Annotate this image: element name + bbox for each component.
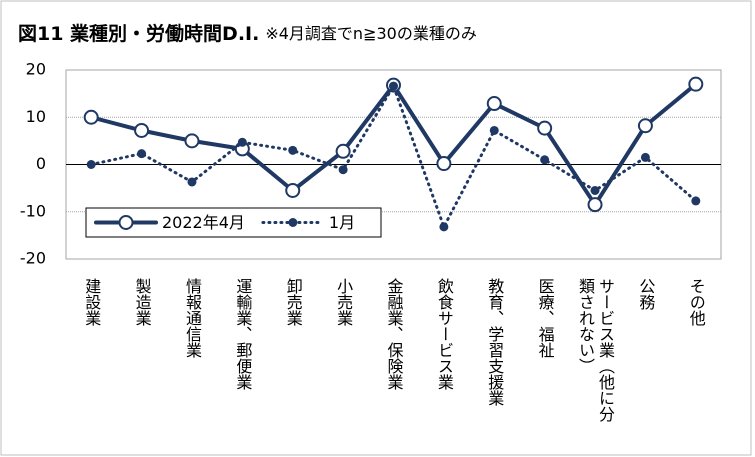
x-tick-label: 教育、学習支援業 — [485, 278, 505, 406]
point — [389, 81, 398, 91]
x-tick-label: 医療、福祉 — [535, 278, 555, 358]
point — [137, 149, 147, 159]
point — [134, 122, 150, 138]
point — [691, 196, 701, 206]
legend-label: 2022年4月 — [162, 213, 245, 232]
x-tick-label: 運輸業、郵便業 — [233, 278, 253, 390]
point — [637, 118, 653, 134]
x-tick-label: 情報通信業 — [182, 278, 202, 358]
x-tick-label: 金融業、保険業 — [384, 278, 404, 390]
point — [540, 155, 550, 165]
point — [486, 96, 502, 112]
series-line — [89, 84, 698, 229]
legend-label: 1月 — [329, 213, 355, 232]
legend-marker — [118, 215, 134, 230]
point — [86, 160, 96, 169]
point — [688, 76, 704, 92]
series-line — [89, 82, 698, 207]
point — [439, 222, 449, 232]
legend: 2022年4月 1月 — [85, 207, 382, 238]
point — [184, 133, 200, 149]
point — [83, 109, 99, 125]
point — [335, 143, 351, 159]
x-tick-label: サービス業（他に分類されない） — [576, 278, 616, 422]
y-tick-label: -10 — [20, 201, 46, 220]
point — [285, 182, 301, 198]
x-tick-label: 卸売業 — [283, 278, 303, 326]
x-tick-label: 飲食サービス業 — [434, 278, 454, 390]
chart-title: 図11 業種別・労働時間D.I. ※4月調査でn≧30の業種のみ — [18, 22, 477, 45]
x-tick-label: その他 — [686, 278, 706, 326]
x-tick-label: 公務 — [636, 278, 656, 310]
point — [187, 177, 197, 187]
subtitle: ※4月調査でn≧30の業種のみ — [265, 24, 477, 43]
point — [288, 145, 298, 155]
point — [590, 185, 600, 195]
legend-marker — [288, 218, 298, 227]
x-tick-label: 小売業 — [334, 278, 354, 326]
y-tick-label: 0 — [36, 154, 46, 173]
point — [237, 137, 247, 147]
y-tick-label: -20 — [20, 249, 46, 268]
x-tick-label: 製造業 — [132, 278, 152, 326]
y-tick-label: 20 — [26, 60, 46, 79]
x-tick-label: 建設業 — [82, 278, 102, 326]
point — [338, 165, 348, 175]
point — [587, 197, 603, 213]
y-tick-label: 10 — [26, 107, 46, 126]
point — [537, 120, 553, 136]
point — [489, 125, 499, 135]
title: 図11 業種別・労働時間D.I. — [18, 22, 259, 45]
point — [640, 152, 650, 162]
point — [436, 156, 452, 172]
